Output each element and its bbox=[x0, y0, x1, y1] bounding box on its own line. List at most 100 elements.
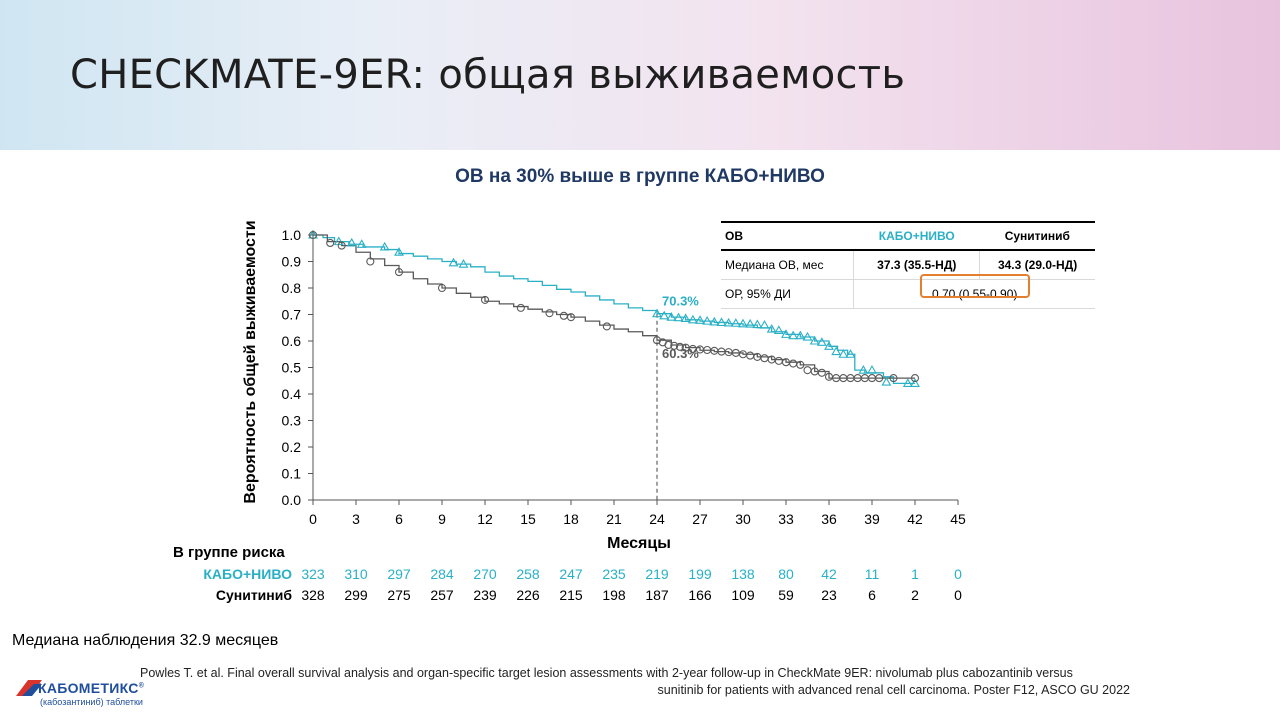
marker-cabo-nivo bbox=[702, 316, 713, 325]
risk-cell: 258 bbox=[516, 566, 540, 582]
marker-cabo-nivo bbox=[902, 378, 913, 387]
chart-axes: 0.00.10.20.30.40.50.60.70.80.91.00 3 6 9 12 1… bbox=[282, 227, 966, 527]
risk-cell: 1 bbox=[911, 566, 919, 582]
x-tick-label: 21 bbox=[606, 511, 622, 527]
risk-cell: 310 bbox=[344, 566, 368, 582]
y-tick-label: 0.3 bbox=[282, 413, 302, 429]
y-tick-label: 0.8 bbox=[282, 280, 302, 296]
risk-cell: 109 bbox=[731, 587, 755, 603]
marker-cabo-nivo bbox=[795, 330, 806, 340]
x-tick-label: 9 bbox=[438, 511, 446, 527]
series-lines bbox=[313, 234, 915, 385]
x-tick-label: 6 bbox=[395, 511, 403, 527]
summary-table-header: ОВ КАБО+НИВО Сунитиниб bbox=[721, 221, 1095, 251]
x-tick-label: 42 bbox=[907, 511, 923, 527]
marker-sunitinib bbox=[817, 368, 826, 377]
marker-sunitinib bbox=[545, 309, 554, 318]
row-median-label: Медиана ОВ, мес bbox=[721, 250, 854, 280]
marker-sunitinib bbox=[760, 354, 769, 363]
header-sunitinib: Сунитиниб bbox=[979, 221, 1095, 251]
logo-subtitle: (кабозантиниб) таблетки bbox=[40, 697, 143, 707]
chart-annotations: 70.3% 60.3% bbox=[662, 294, 699, 362]
y-tick-label: 0.6 bbox=[282, 333, 302, 349]
risk-cell: 323 bbox=[301, 566, 325, 582]
summary-table: ОВ КАБО+НИВО Сунитиниб Медиана ОВ, мес 3… bbox=[721, 221, 1095, 309]
marker-cabo-nivo bbox=[781, 329, 791, 338]
marker-cabo-nivo bbox=[673, 312, 684, 322]
marker-cabo-nivo bbox=[773, 325, 784, 334]
chart-subtitle: ОВ на 30% выше в группе КАБО+НИВО bbox=[455, 166, 825, 187]
marker-sunitinib bbox=[480, 295, 490, 304]
x-tick-label: 36 bbox=[821, 511, 837, 527]
y-tick-label: 0.9 bbox=[282, 254, 302, 270]
logo-name: КАБОМЕТИКС® bbox=[38, 680, 145, 696]
risk-row-label: Сунитиниб bbox=[215, 587, 292, 603]
marker-cabo-nivo bbox=[910, 378, 920, 387]
risk-cell: 187 bbox=[645, 587, 669, 603]
marker-sunitinib bbox=[394, 268, 404, 277]
median-followup-note: Медиана наблюдения 32.9 месяцев bbox=[12, 632, 279, 649]
marker-cabo-nivo bbox=[788, 330, 799, 340]
risk-cell: 275 bbox=[387, 587, 411, 603]
header-banner: CHECKMATE-9ER: общая выживаемость bbox=[0, 0, 1280, 150]
risk-cell: 59 bbox=[778, 587, 794, 603]
x-tick-label: 12 bbox=[477, 511, 493, 527]
risk-cell: 80 bbox=[778, 566, 794, 582]
x-tick-label: 15 bbox=[520, 511, 536, 527]
marker-cabo-nivo bbox=[867, 365, 877, 374]
marker-cabo-nivo bbox=[838, 349, 849, 358]
marker-cabo-nivo bbox=[695, 315, 705, 324]
marker-sunitinib bbox=[803, 366, 812, 375]
marker-cabo-nivo bbox=[831, 346, 842, 356]
marker-cabo-nivo bbox=[652, 308, 662, 318]
marker-cabo-nivo bbox=[379, 241, 390, 251]
marker-sunitinib bbox=[910, 374, 920, 383]
marker-cabo-nivo bbox=[802, 331, 813, 341]
marker-sunitinib bbox=[796, 360, 805, 369]
marker-sunitinib bbox=[664, 340, 673, 350]
risk-cell: 138 bbox=[731, 566, 755, 582]
risk-cell: 2 bbox=[911, 587, 919, 603]
reference-line-2: sunitinib for patients with advanced ren… bbox=[657, 683, 1130, 697]
marker-sunitinib bbox=[337, 241, 346, 250]
marker-sunitinib bbox=[652, 336, 662, 345]
marker-cabo-nivo bbox=[716, 317, 727, 326]
marker-cabo-nivo bbox=[448, 257, 459, 267]
annotation-sunitinib: 60.3% bbox=[662, 346, 699, 361]
marker-cabo-nivo bbox=[759, 319, 770, 329]
risk-cell: 219 bbox=[645, 566, 669, 582]
marker-cabo-nivo bbox=[356, 239, 367, 248]
marker-sunitinib bbox=[326, 238, 335, 247]
risk-cell: 270 bbox=[473, 566, 497, 582]
marker-cabo-nivo bbox=[845, 349, 856, 358]
marker-sunitinib bbox=[746, 351, 755, 360]
marker-cabo-nivo bbox=[858, 365, 869, 374]
marker-sunitinib bbox=[670, 341, 679, 350]
page-title: CHECKMATE-9ER: общая выживаемость bbox=[70, 52, 906, 98]
x-tick-label: 45 bbox=[950, 511, 966, 527]
marker-cabo-nivo bbox=[458, 259, 469, 268]
reference-line-1: Powles T. et al. Final overall survival … bbox=[140, 666, 1073, 680]
marker-sunitinib bbox=[437, 283, 447, 293]
x-tick-label: 39 bbox=[864, 511, 880, 527]
summary-row-hr: ОР, 95% ДИ 0.70 (0.55-0.90) bbox=[721, 279, 1095, 309]
risk-cell: 299 bbox=[344, 587, 368, 603]
risk-cell: 198 bbox=[602, 587, 626, 603]
series-line-sunitinib bbox=[313, 234, 915, 379]
risk-cell: 226 bbox=[516, 587, 540, 603]
marker-sunitinib bbox=[516, 303, 525, 312]
marker-cabo-nivo bbox=[659, 310, 670, 320]
logo-mark-icon bbox=[16, 680, 42, 696]
marker-sunitinib bbox=[889, 374, 898, 383]
marker-sunitinib bbox=[675, 342, 684, 351]
risk-table-title: В группе риска bbox=[173, 544, 285, 561]
series-markers bbox=[308, 229, 920, 387]
risk-cell: 297 bbox=[387, 566, 411, 582]
x-tick-label: 24 bbox=[649, 511, 665, 527]
x-tick-label: 3 bbox=[352, 511, 360, 527]
marker-cabo-nivo bbox=[730, 318, 741, 327]
risk-cell: 284 bbox=[430, 566, 454, 582]
x-tick-label: 27 bbox=[692, 511, 708, 527]
risk-cell: 247 bbox=[559, 566, 583, 582]
